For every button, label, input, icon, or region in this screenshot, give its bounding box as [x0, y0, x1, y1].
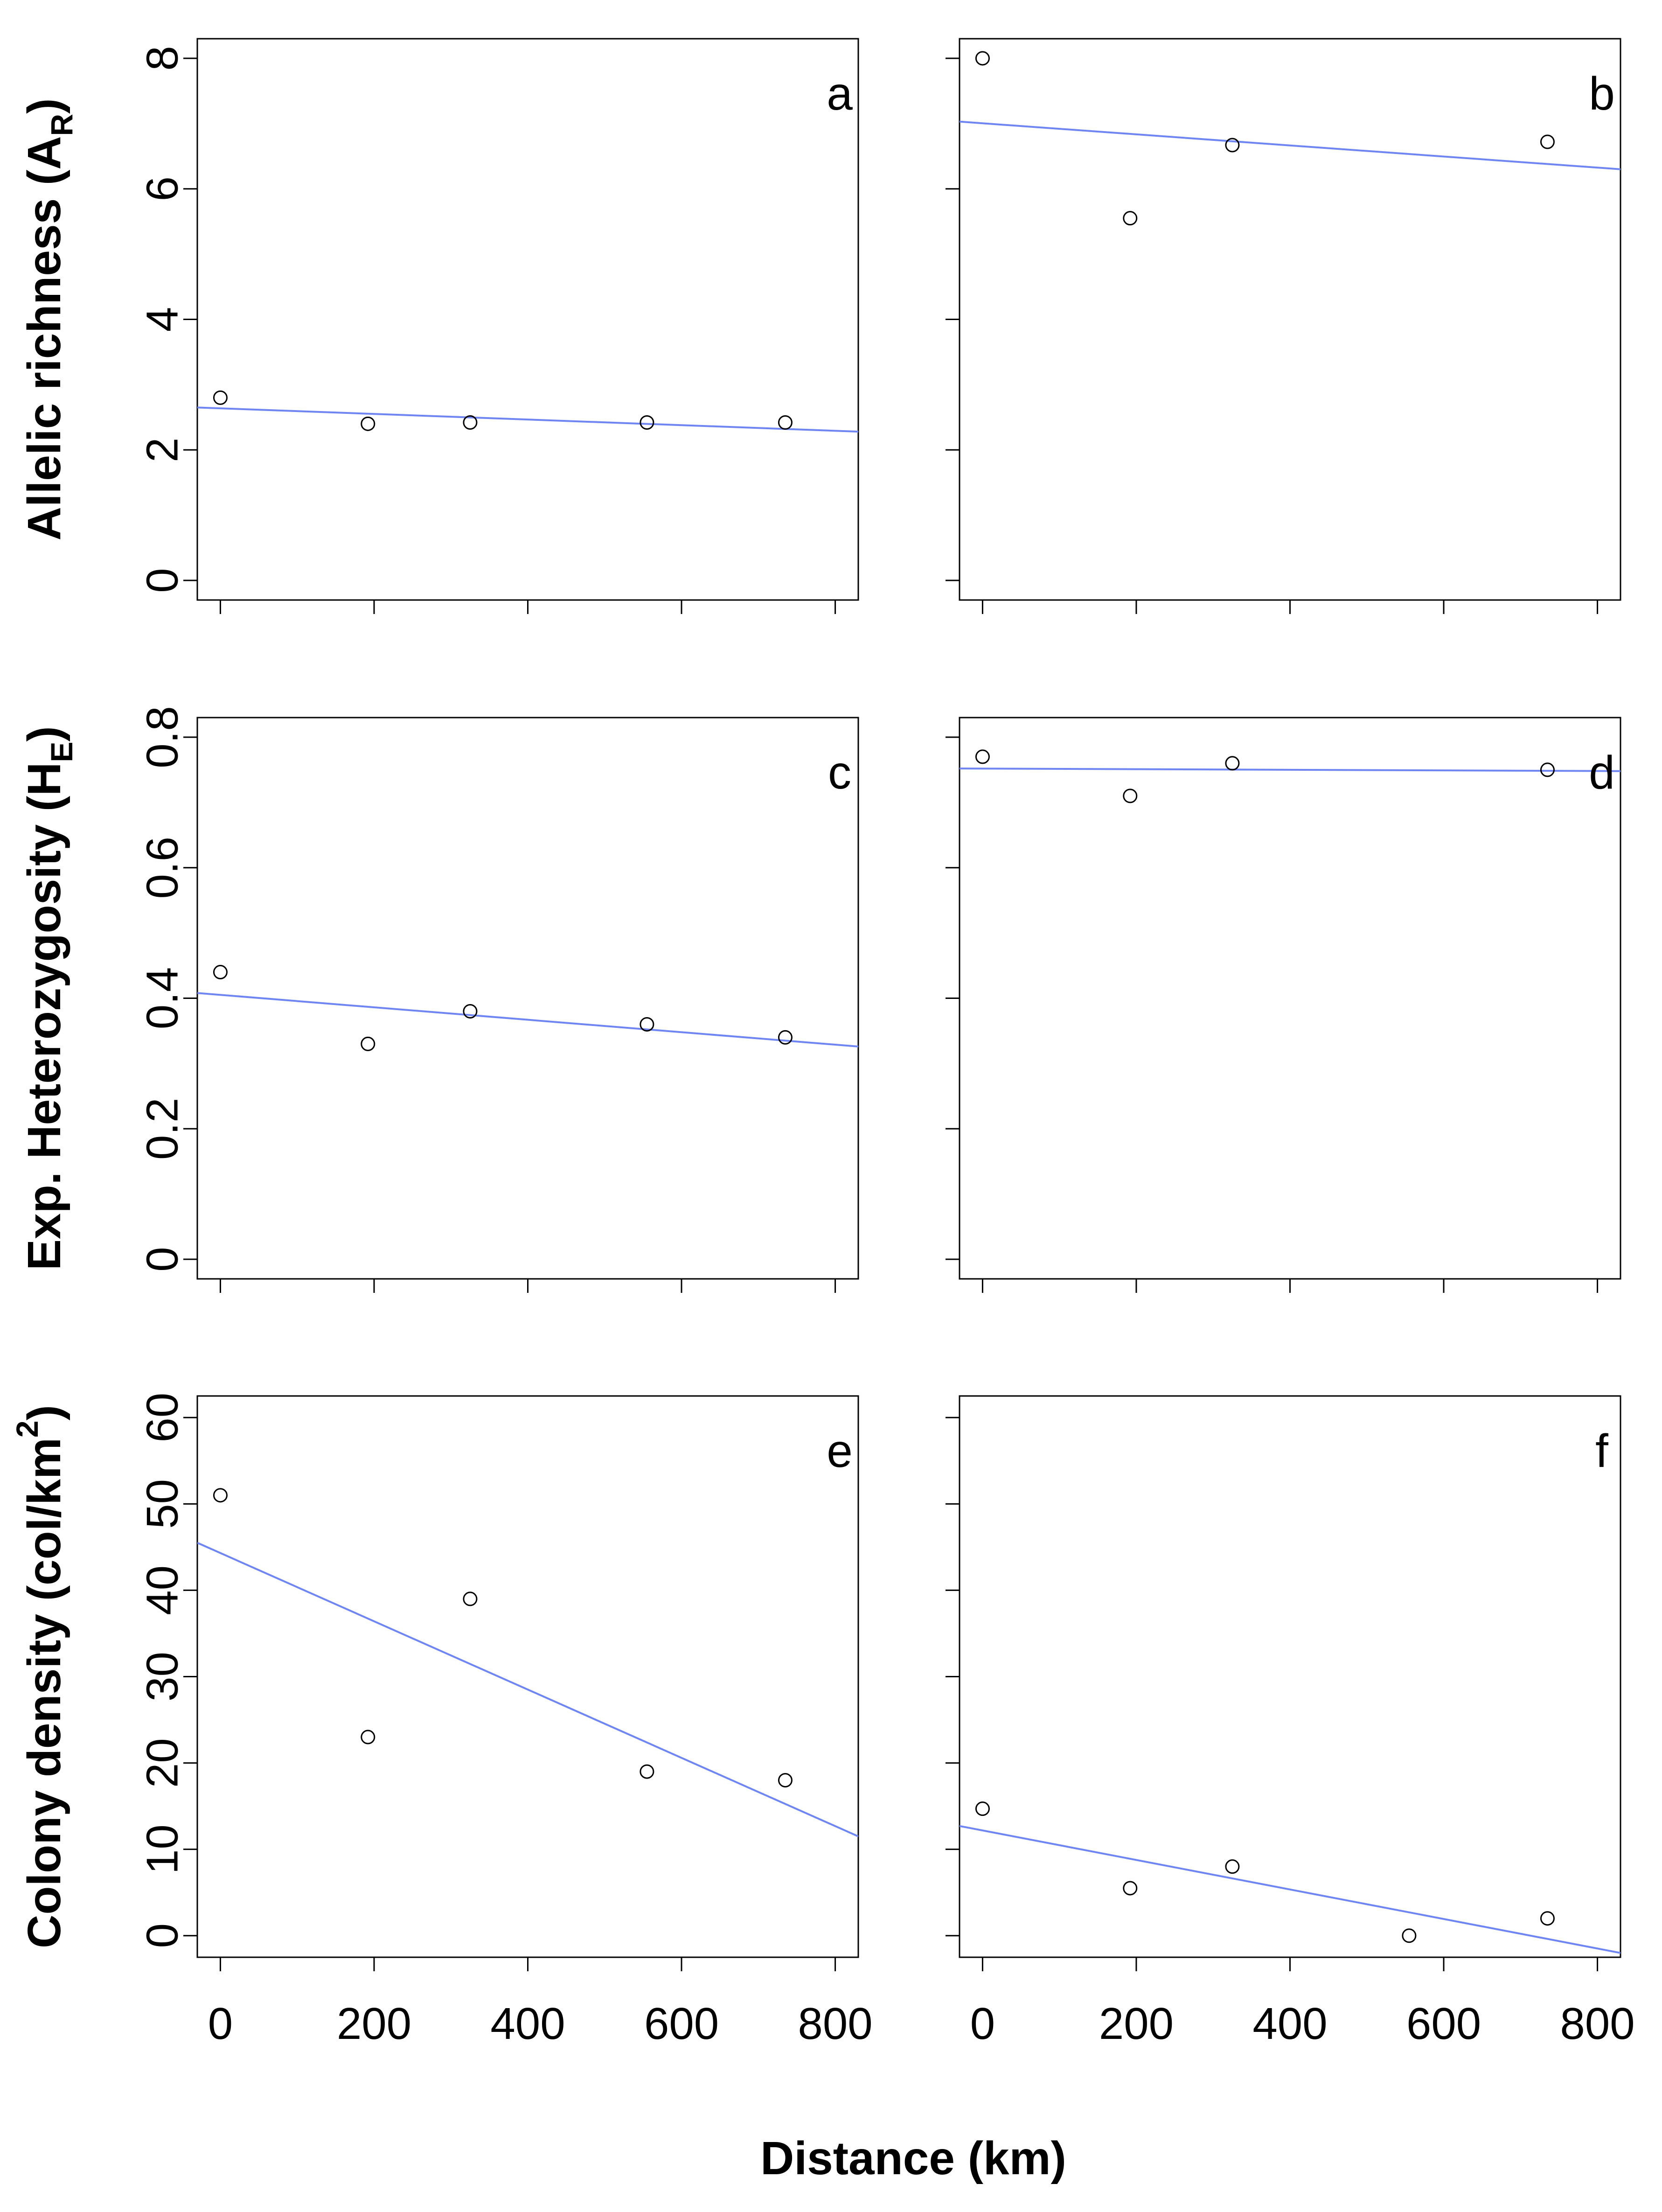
- y-tick-label: 0.8: [138, 706, 188, 768]
- y-tick-label: 50: [138, 1479, 188, 1529]
- data-point: [361, 1730, 376, 1744]
- data-point: [213, 390, 228, 405]
- data-point: [1225, 1859, 1240, 1874]
- data-point: [778, 415, 793, 430]
- panel-c: 0 0.2 0.4 0.6 0.8 c: [138, 706, 859, 1293]
- regression-line: [960, 120, 1620, 170]
- y-tick-label: 6: [138, 176, 188, 201]
- y-tick-label: 8: [138, 46, 188, 70]
- y-tick-label: 4: [138, 307, 188, 332]
- data-point: [1225, 138, 1240, 153]
- data-point: [361, 416, 376, 431]
- panel-a: 0 2 4 6 8 a: [138, 38, 859, 614]
- plot-frame: [196, 38, 859, 601]
- x-tick-label: 400: [490, 1999, 565, 2049]
- data-point: [463, 1004, 478, 1019]
- regression-line: [960, 1825, 1620, 1954]
- data-point: [640, 1764, 654, 1779]
- panel-d: d: [946, 717, 1621, 1293]
- regression-line: [960, 768, 1620, 772]
- y-tick-label: 40: [138, 1565, 188, 1615]
- data-point: [1123, 1881, 1138, 1896]
- plot-frame: [959, 1395, 1621, 1958]
- data-point: [1540, 762, 1555, 777]
- data-point: [1225, 756, 1240, 771]
- panel-letter: b: [1589, 68, 1615, 120]
- plot-frame: [959, 717, 1621, 1280]
- data-point: [463, 415, 478, 430]
- x-tick-label: 200: [337, 1999, 411, 2049]
- data-point: [1123, 789, 1138, 803]
- panel-letter: d: [1589, 747, 1615, 799]
- x-tick-label: 800: [1560, 1999, 1634, 2049]
- panel-f: 0 200 400 600 800 f: [946, 1395, 1635, 2049]
- plot-frame: [196, 717, 859, 1280]
- x-tick-label: 0: [208, 1999, 233, 2049]
- data-point: [213, 1488, 228, 1503]
- x-tick-label: 600: [644, 1999, 719, 2049]
- y-tick-label: 2: [138, 438, 188, 462]
- x-axis-title: Distance (km): [760, 2132, 1066, 2184]
- panel-b: b: [946, 38, 1621, 614]
- x-tick-label: 400: [1252, 1999, 1327, 2049]
- y-tick-label: 0.4: [138, 967, 188, 1029]
- regression-line: [197, 1542, 858, 1837]
- y-axis-title-row-2: Exp. Heterozygosity (HE): [18, 726, 79, 1270]
- data-point: [1540, 1911, 1555, 1926]
- data-point: [1540, 134, 1555, 149]
- data-point: [463, 1591, 478, 1606]
- y-tick-label: 0: [138, 1923, 188, 1948]
- data-point: [778, 1773, 793, 1788]
- data-point: [640, 1017, 654, 1032]
- data-point: [975, 1801, 990, 1816]
- y-tick-label: 30: [138, 1652, 188, 1702]
- plot-frame: [196, 1395, 859, 1958]
- panel-letter: c: [828, 747, 851, 799]
- plot-frame: [959, 38, 1621, 601]
- regression-line: [197, 406, 858, 433]
- data-point: [1402, 1928, 1417, 1943]
- panel-letter: e: [827, 1425, 853, 1477]
- x-tick-label: 0: [970, 1999, 995, 2049]
- y-tick-label: 0.6: [138, 837, 188, 899]
- data-point: [640, 415, 654, 430]
- y-tick-label: 60: [138, 1393, 188, 1443]
- y-tick-label: 0.2: [138, 1098, 188, 1160]
- y-tick-label: 0: [138, 568, 188, 593]
- data-point: [361, 1036, 376, 1051]
- data-point: [975, 51, 990, 66]
- data-point: [778, 1030, 793, 1045]
- y-tick-label: 20: [138, 1738, 188, 1788]
- regression-line: [197, 992, 858, 1048]
- row-labels: Allelic richness (AR) Exp. Heterozygosity…: [10, 98, 79, 1948]
- data-point: [975, 749, 990, 764]
- panel-letter: f: [1595, 1425, 1608, 1477]
- y-tick-label: 0: [138, 1247, 188, 1271]
- data-point: [213, 965, 228, 980]
- y-axis-title-row-1: Allelic richness (AR): [18, 98, 79, 541]
- data-point: [1123, 211, 1138, 226]
- y-tick-label: 10: [138, 1824, 188, 1874]
- panel-letter: a: [827, 68, 853, 120]
- y-axis-title-row-3: Colony density (col/km2): [10, 1405, 70, 1948]
- x-tick-label: 600: [1406, 1999, 1481, 2049]
- x-tick-label: 200: [1099, 1999, 1174, 2049]
- x-tick-label: 800: [798, 1999, 872, 2049]
